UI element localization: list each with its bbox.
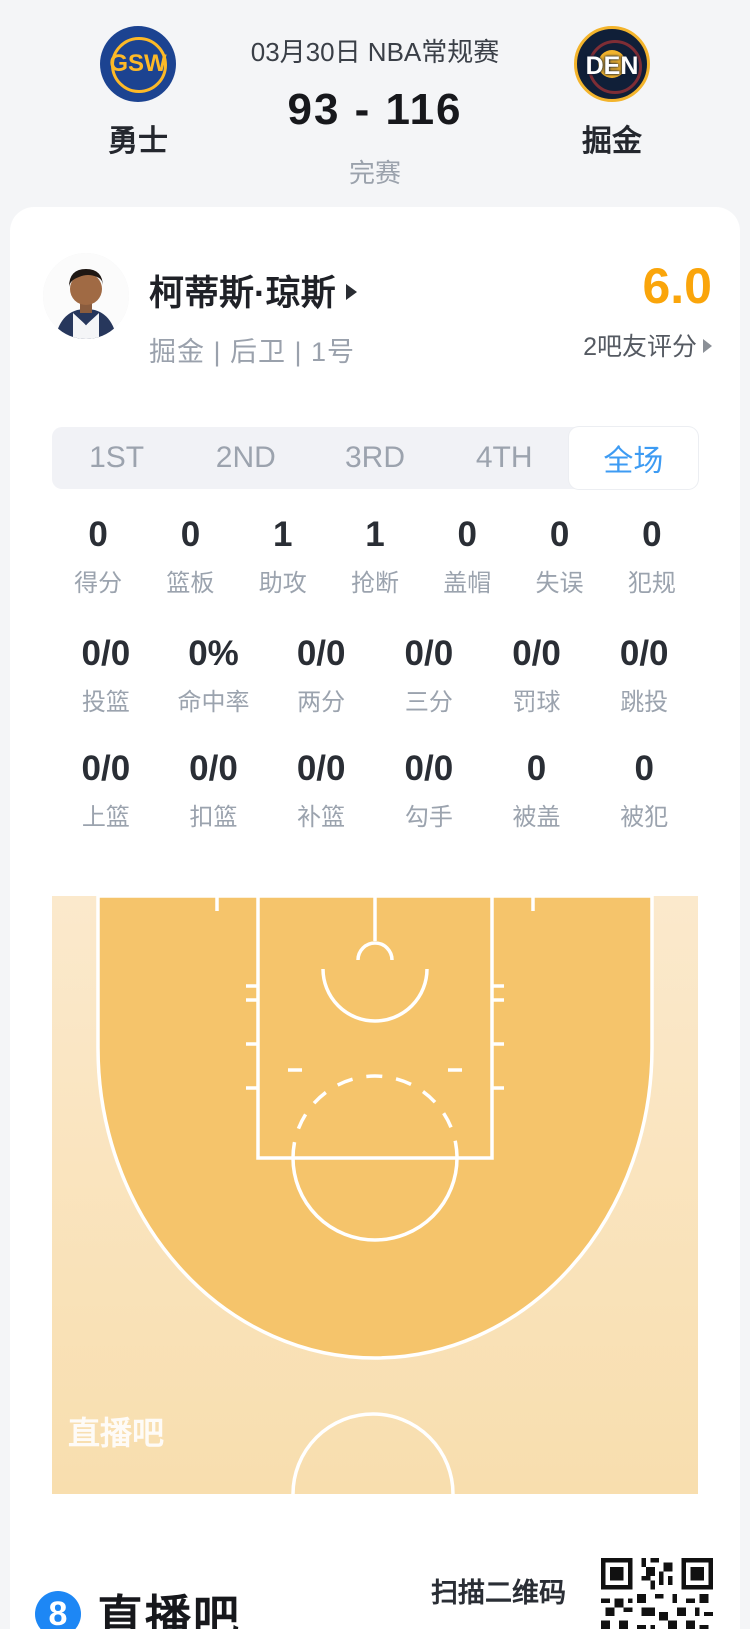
stat-steals: 1 抢断 [350,515,399,597]
player-avatar[interactable] [43,253,129,339]
team-away[interactable]: DEN 掘金 [552,26,672,160]
qr-code [601,1558,713,1629]
app-footer: 8 直播吧 扫描二维码 查看更多体育赛事及资讯 [10,1494,740,1629]
stat-assists: 1 助攻 [258,515,307,597]
player-name: 柯蒂斯·琼斯 [149,274,336,313]
chevron-right-icon [703,339,712,353]
home-team-name: 勇士 [108,125,168,158]
qr-subtitle: 查看更多体育赛事及资讯 [302,1622,566,1629]
stat-turnovers: 0 失误 [535,515,584,597]
match-score: 93 - 116 [287,85,463,134]
player-stats-card: 柯蒂斯·琼斯 掘金 | 后卫 | 1号 6.0 2吧友评分 1ST 2ND 3R… [10,207,740,1629]
stat-layup: 0/0 上篮 [81,749,131,831]
brand-name: 直播吧 [97,1591,241,1629]
zhibo8-logo-icon: 8 [35,1591,81,1629]
match-summary: 03月30日 NBA常规赛 93 - 116 完赛 [185,0,565,190]
player-name-button[interactable]: 柯蒂斯·琼斯 [149,265,357,316]
rating-value: 6.0 [642,258,712,314]
court-diagram: 直播吧 [52,896,698,1494]
shot-chart-court: 直播吧 [52,896,698,1494]
stat-blocks: 0 盖帽 [443,515,492,597]
stat-3pt: 0/0 三分 [404,634,454,716]
tab-3rd[interactable]: 3RD [345,441,406,474]
gsw-logo-abbr: GSW [109,50,167,77]
player-photo [43,253,129,339]
stat-dunk: 0/0 扣篮 [189,749,238,831]
stat-fouls: 0 犯规 [627,515,676,597]
qr-caption: 扫描二维码 查看更多体育赛事及资讯 [302,1571,566,1629]
tab-4th[interactable]: 4TH [475,441,533,474]
chevron-right-icon [345,283,357,300]
match-status: 完赛 [348,158,401,188]
stats-row-2: 0/0 投篮 0% 命中率 0/0 两分 0/0 三分 0/0 罚球 0/0 跳投 [52,634,698,717]
den-logo-ring [588,40,642,94]
court-watermark: 直播吧 [68,1415,164,1451]
tab-full-game[interactable]: 全场 [568,427,699,489]
qr-title: 扫描二维码 [431,1578,566,1608]
stat-fouled: 0 被犯 [620,749,669,831]
stat-jumper: 0/0 跳投 [619,634,669,716]
team-home[interactable]: GSW 勇士 [78,26,198,160]
stats-row-3: 0/0 上篮 0/0 扣篮 0/0 补篮 0/0 勾手 0 被盖 0 被犯 [52,749,698,832]
stat-points: 0 得分 [74,515,123,597]
gsw-team-logo[interactable]: GSW [100,26,176,102]
rating-block[interactable]: 6.0 2吧友评分 [583,253,712,363]
stat-2pt: 0/0 两分 [296,634,346,716]
stats-row-1: 0 得分 0 篮板 1 助攻 1 抢断 0 盖帽 0 失误 0 犯规 [52,515,698,598]
stat-fg-pct: 0% 命中率 [177,634,250,716]
quarter-tabs: 1ST 2ND 3RD 4TH 全场 [52,427,699,489]
stat-blocked: 0 被盖 [512,749,561,831]
stat-fg: 0/0 投篮 [81,634,131,716]
match-header: GSW 勇士 03月30日 NBA常规赛 93 - 116 完赛 DEN 掘金 [0,0,750,207]
player-row: 柯蒂斯·琼斯 掘金 | 后卫 | 1号 6.0 2吧友评分 [10,207,740,369]
stats-grid: 0 得分 0 篮板 1 助攻 1 抢断 0 盖帽 0 失误 0 犯规 0/0 投篮 0% 命中率 … [52,515,698,832]
match-date: 03月30日 NBA常规赛 [250,37,500,67]
brand: 8 直播吧 [35,1581,241,1629]
tab-2nd[interactable]: 2ND [215,441,276,474]
den-logo-core [598,50,626,78]
den-team-logo[interactable]: DEN [574,26,650,102]
stat-hook: 0/0 勾手 [404,749,454,831]
gsw-logo-ring [111,37,167,93]
rating-label: 2吧友评分 [583,333,697,361]
player-info: 掘金 | 后卫 | 1号 [149,337,356,367]
stat-ft: 0/0 罚球 [512,634,561,716]
tab-1st[interactable]: 1ST [89,441,145,474]
player-meta: 柯蒂斯·琼斯 掘金 | 后卫 | 1号 [149,253,357,369]
away-team-name: 掘金 [582,125,642,158]
den-logo-abbr: DEN [585,52,639,80]
stat-rebounds: 0 篮板 [166,515,215,597]
stat-putback: 0/0 补篮 [296,749,346,831]
